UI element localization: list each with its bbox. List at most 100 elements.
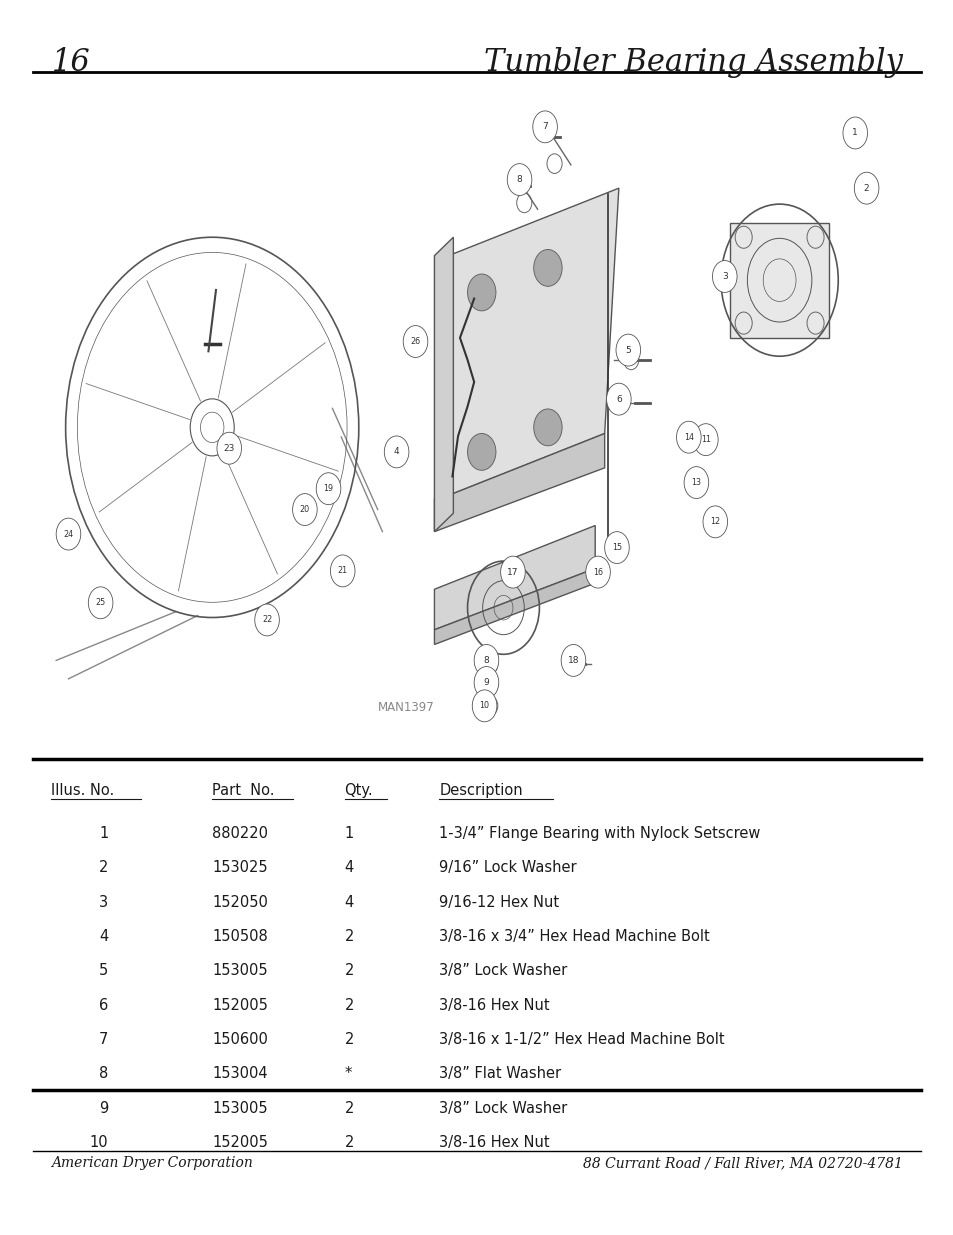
Text: 6: 6 [99, 998, 108, 1013]
Text: 9/16” Lock Washer: 9/16” Lock Washer [438, 861, 577, 876]
Circle shape [472, 690, 497, 721]
Text: 8: 8 [99, 1067, 108, 1082]
Text: 10: 10 [479, 701, 489, 710]
Text: Tumbler Bearing Assembly: Tumbler Bearing Assembly [483, 47, 902, 78]
Text: 8: 8 [483, 656, 489, 664]
Circle shape [403, 326, 427, 357]
Polygon shape [434, 568, 595, 645]
Text: 3/8-16 x 1-1/2” Hex Head Machine Bolt: 3/8-16 x 1-1/2” Hex Head Machine Bolt [438, 1032, 724, 1047]
Text: 5: 5 [625, 346, 631, 354]
Circle shape [533, 409, 561, 446]
Text: 152005: 152005 [212, 998, 268, 1013]
Text: 150508: 150508 [212, 929, 268, 944]
Text: 2: 2 [344, 963, 354, 978]
Text: 24: 24 [63, 530, 73, 538]
Text: 10: 10 [90, 1135, 108, 1150]
Circle shape [315, 473, 340, 505]
Circle shape [532, 111, 557, 143]
Text: 3/8-16 x 3/4” Hex Head Machine Bolt: 3/8-16 x 3/4” Hex Head Machine Bolt [438, 929, 709, 944]
Text: 25: 25 [95, 598, 106, 608]
Circle shape [254, 604, 279, 636]
Text: 20: 20 [299, 505, 310, 514]
Text: 880220: 880220 [212, 826, 268, 841]
Text: 9: 9 [99, 1100, 108, 1115]
Text: 1: 1 [851, 128, 858, 137]
Text: 2: 2 [344, 998, 354, 1013]
Circle shape [854, 172, 878, 204]
Text: Qty.: Qty. [344, 783, 373, 798]
Text: 4: 4 [99, 929, 108, 944]
Text: Part  No.: Part No. [212, 783, 274, 798]
Polygon shape [730, 222, 828, 338]
Text: 2: 2 [344, 929, 354, 944]
Circle shape [606, 383, 631, 415]
Text: 11: 11 [700, 435, 710, 445]
Text: 19: 19 [323, 484, 334, 493]
Text: 2: 2 [344, 1100, 354, 1115]
Circle shape [384, 436, 409, 468]
Text: 3: 3 [721, 272, 727, 282]
Circle shape [330, 555, 355, 587]
Text: *: * [344, 1067, 352, 1082]
Polygon shape [434, 433, 604, 531]
Text: 2: 2 [99, 861, 108, 876]
Text: 9/16-12 Hex Nut: 9/16-12 Hex Nut [438, 894, 558, 910]
Text: 152050: 152050 [212, 894, 268, 910]
Text: 14: 14 [683, 432, 693, 442]
Circle shape [585, 556, 610, 588]
Text: 88 Currant Road / Fall River, MA 02720-4781: 88 Currant Road / Fall River, MA 02720-4… [582, 1156, 902, 1171]
Text: 153005: 153005 [212, 1100, 268, 1115]
Text: 21: 21 [337, 567, 348, 576]
Text: 9: 9 [483, 678, 489, 687]
Circle shape [89, 587, 112, 619]
Text: 1-3/4” Flange Bearing with Nylock Setscrew: 1-3/4” Flange Bearing with Nylock Setscr… [438, 826, 760, 841]
Text: 16: 16 [593, 568, 602, 577]
Text: 22: 22 [262, 615, 272, 625]
Circle shape [693, 424, 718, 456]
Text: 16: 16 [51, 47, 91, 78]
Text: 13: 13 [691, 478, 700, 487]
Text: 3/8-16 Hex Nut: 3/8-16 Hex Nut [438, 998, 549, 1013]
Circle shape [712, 261, 737, 293]
Text: 7: 7 [99, 1032, 108, 1047]
Text: 3: 3 [99, 894, 108, 910]
Text: 152005: 152005 [212, 1135, 268, 1150]
Text: 12: 12 [709, 517, 720, 526]
Text: 15: 15 [611, 543, 621, 552]
Circle shape [616, 335, 639, 366]
Text: 153005: 153005 [212, 963, 268, 978]
Text: 3/8” Lock Washer: 3/8” Lock Washer [438, 1100, 567, 1115]
Polygon shape [434, 188, 618, 501]
Text: 17: 17 [507, 568, 518, 577]
Text: 7: 7 [541, 122, 547, 131]
Text: Illus. No.: Illus. No. [51, 783, 114, 798]
Text: 153025: 153025 [212, 861, 268, 876]
Text: Description: Description [438, 783, 522, 798]
Polygon shape [434, 526, 595, 630]
Circle shape [467, 433, 496, 471]
Text: 2: 2 [862, 184, 868, 193]
Text: 26: 26 [410, 337, 420, 346]
Circle shape [474, 667, 498, 699]
Text: 6: 6 [616, 395, 621, 404]
Circle shape [474, 645, 498, 677]
Text: 4: 4 [344, 861, 354, 876]
Circle shape [500, 556, 525, 588]
Circle shape [293, 494, 316, 526]
Circle shape [56, 519, 81, 550]
Text: 1: 1 [344, 826, 354, 841]
Text: 4: 4 [394, 447, 399, 457]
Text: 23: 23 [223, 443, 234, 453]
Text: 3/8-16 Hex Nut: 3/8-16 Hex Nut [438, 1135, 549, 1150]
Text: 3/8” Lock Washer: 3/8” Lock Washer [438, 963, 567, 978]
Circle shape [676, 421, 700, 453]
Text: 153004: 153004 [212, 1067, 268, 1082]
Circle shape [683, 467, 708, 499]
Polygon shape [434, 237, 453, 531]
Circle shape [560, 645, 585, 677]
Circle shape [507, 163, 531, 195]
Text: 3/8” Flat Washer: 3/8” Flat Washer [438, 1067, 560, 1082]
Text: 1: 1 [99, 826, 108, 841]
Circle shape [604, 531, 629, 563]
Circle shape [216, 432, 241, 464]
